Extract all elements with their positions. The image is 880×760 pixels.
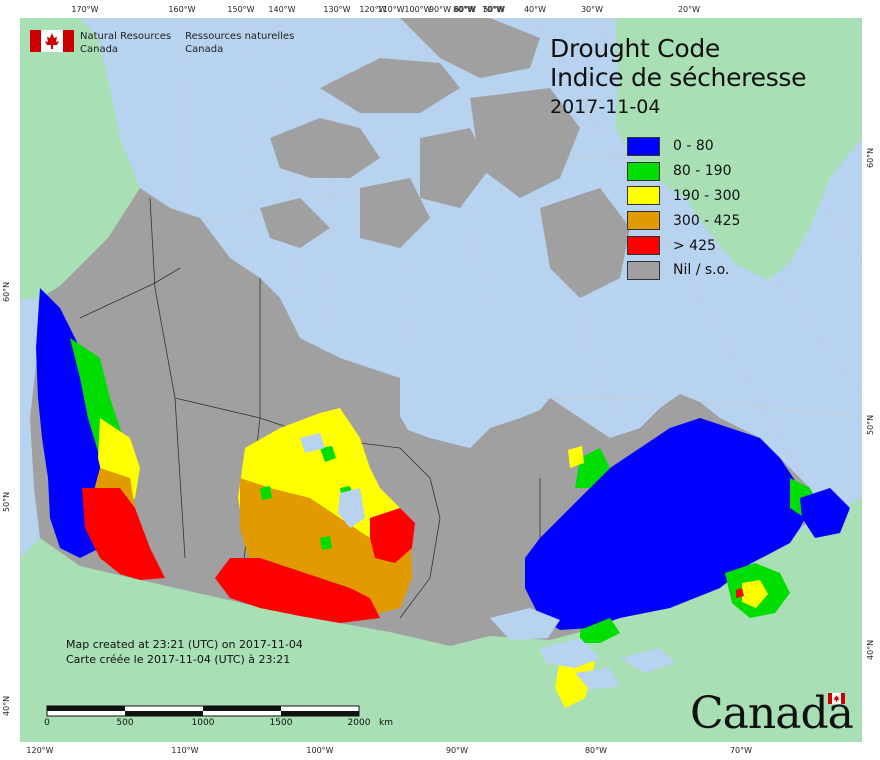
agency-signature: Natural Resources Canada Ressources natu… — [30, 30, 294, 56]
agency-french-line2: Canada — [185, 44, 224, 55]
great-lakes — [300, 433, 675, 690]
legend-item: 80 - 190 — [627, 159, 740, 184]
scale-label: 1000 — [191, 718, 215, 728]
graticule-label-top: 60°W — [453, 5, 477, 14]
hudson-bay — [400, 318, 540, 448]
graticule-label-top: 170°W — [71, 5, 99, 14]
scale-bar: 0 500 1000 1500 2000 km — [44, 704, 393, 728]
title-french: Indice de sécheresse — [550, 63, 807, 92]
graticule-label-bottom: 70°W — [729, 746, 753, 755]
graticule-label-top: 90°W — [428, 5, 452, 14]
scale-bar-graphic — [46, 705, 360, 717]
legend-swatch — [627, 260, 660, 280]
alaska — [20, 18, 140, 300]
drought-quebec-green — [575, 448, 820, 643]
arctic-archipelago — [260, 18, 630, 298]
graticule-label-bottom: 110°W — [171, 746, 199, 755]
graticule-label-right: 60°N — [866, 147, 875, 168]
graticule-label-top: 120°W — [359, 5, 387, 14]
legend-label: 300 - 425 — [673, 212, 741, 229]
legend: 0 - 80 80 - 190 190 - 300 300 - 425 > 42… — [627, 134, 740, 283]
graticule-label-bottom: 100°W — [306, 746, 334, 755]
legend-item: Nil / s.o. — [627, 258, 740, 283]
legend-item: > 425 — [627, 233, 740, 258]
scale-label: 500 — [116, 718, 134, 728]
legend-label: > 425 — [673, 237, 716, 254]
legend-item: 190 - 300 — [627, 184, 740, 209]
canada-wordmark: Canada — [690, 688, 854, 739]
legend-label: 80 - 190 — [673, 163, 732, 180]
greenland — [615, 18, 862, 280]
drought-bc-red — [82, 488, 165, 580]
usa — [20, 498, 862, 742]
graticule-label-top: 160°W — [168, 5, 196, 14]
legend-swatch — [627, 161, 660, 181]
legend-item: 0 - 80 — [627, 134, 740, 159]
graticule-label-left: 50°N — [2, 491, 11, 512]
legend-item: 300 - 425 — [627, 208, 740, 233]
title-english: Drought Code — [550, 34, 720, 63]
graticule-label-right: 50°N — [866, 414, 875, 435]
graticule-label-top: 140°W — [268, 5, 296, 14]
map-date: 2017-11-04 — [550, 96, 661, 118]
scale-label: 0 — [44, 718, 50, 728]
graticule-label-top: 20°W — [677, 5, 701, 14]
graticule-label-top: 30°W — [580, 5, 604, 14]
creation-note: Map created at 23:21 (UTC) on 2017-11-04… — [66, 637, 303, 667]
canada-flag-icon — [30, 30, 74, 52]
map-title: Drought Code Indice de sécheresse 2017-1… — [550, 34, 807, 118]
agency-french-line1: Ressources naturelles — [185, 31, 295, 42]
graticule-label-left: 40°N — [2, 695, 11, 716]
graticule-label-top: 70°W — [481, 5, 505, 14]
agency-english-line1: Natural Resources — [80, 31, 172, 42]
graticule-label-bottom: 120°W — [26, 746, 54, 755]
scale-label: 2000 — [347, 718, 371, 728]
map-canvas[interactable] — [20, 18, 862, 742]
graticule-label-top: 50°W — [482, 5, 506, 14]
drought-prairies-red — [215, 558, 380, 623]
scale-label: 1500 — [269, 718, 293, 728]
legend-label: Nil / s.o. — [673, 262, 730, 279]
legend-label: 190 - 300 — [673, 187, 741, 204]
graticule-label-top: 130°W — [323, 5, 351, 14]
drought-manitoba-red — [370, 508, 415, 563]
legend-swatch — [627, 186, 660, 206]
graticule-label-top: 80°W — [452, 5, 476, 14]
canada-flag-icon — [828, 693, 845, 704]
legend-swatch — [627, 236, 660, 256]
scale-unit: km — [379, 718, 393, 728]
legend-swatch — [627, 136, 660, 156]
graticule-label-bottom: 80°W — [584, 746, 608, 755]
graticule-label-left: 60°N — [2, 281, 11, 302]
creation-note-french: Carte créée le 2017-11-04 (UTC) à 23:21 — [66, 653, 291, 666]
map-graphic — [20, 18, 862, 742]
drought-newfoundland-blue — [800, 488, 850, 538]
drought-maritimes-yellow — [742, 580, 768, 608]
agency-name-english: Natural Resources Canada — [80, 30, 171, 56]
drought-maritimes-red — [736, 588, 744, 598]
agency-english-line2: Canada — [80, 44, 119, 55]
legend-label: 0 - 80 — [673, 138, 714, 155]
drought-quebec-blue — [525, 418, 810, 630]
graticule-label-top: 110°W — [377, 5, 405, 14]
graticule-label-top: 100°W — [404, 5, 432, 14]
creation-note-english: Map created at 23:21 (UTC) on 2017-11-04 — [66, 638, 303, 651]
graticule-label-top: 40°W — [523, 5, 547, 14]
agency-name-french: Ressources naturelles Canada — [185, 30, 294, 56]
graticule-label-right: 40°N — [866, 639, 875, 660]
legend-swatch — [627, 211, 660, 231]
graticule-label-bottom: 90°W — [445, 746, 469, 755]
graticule-label-top: 150°W — [227, 5, 255, 14]
